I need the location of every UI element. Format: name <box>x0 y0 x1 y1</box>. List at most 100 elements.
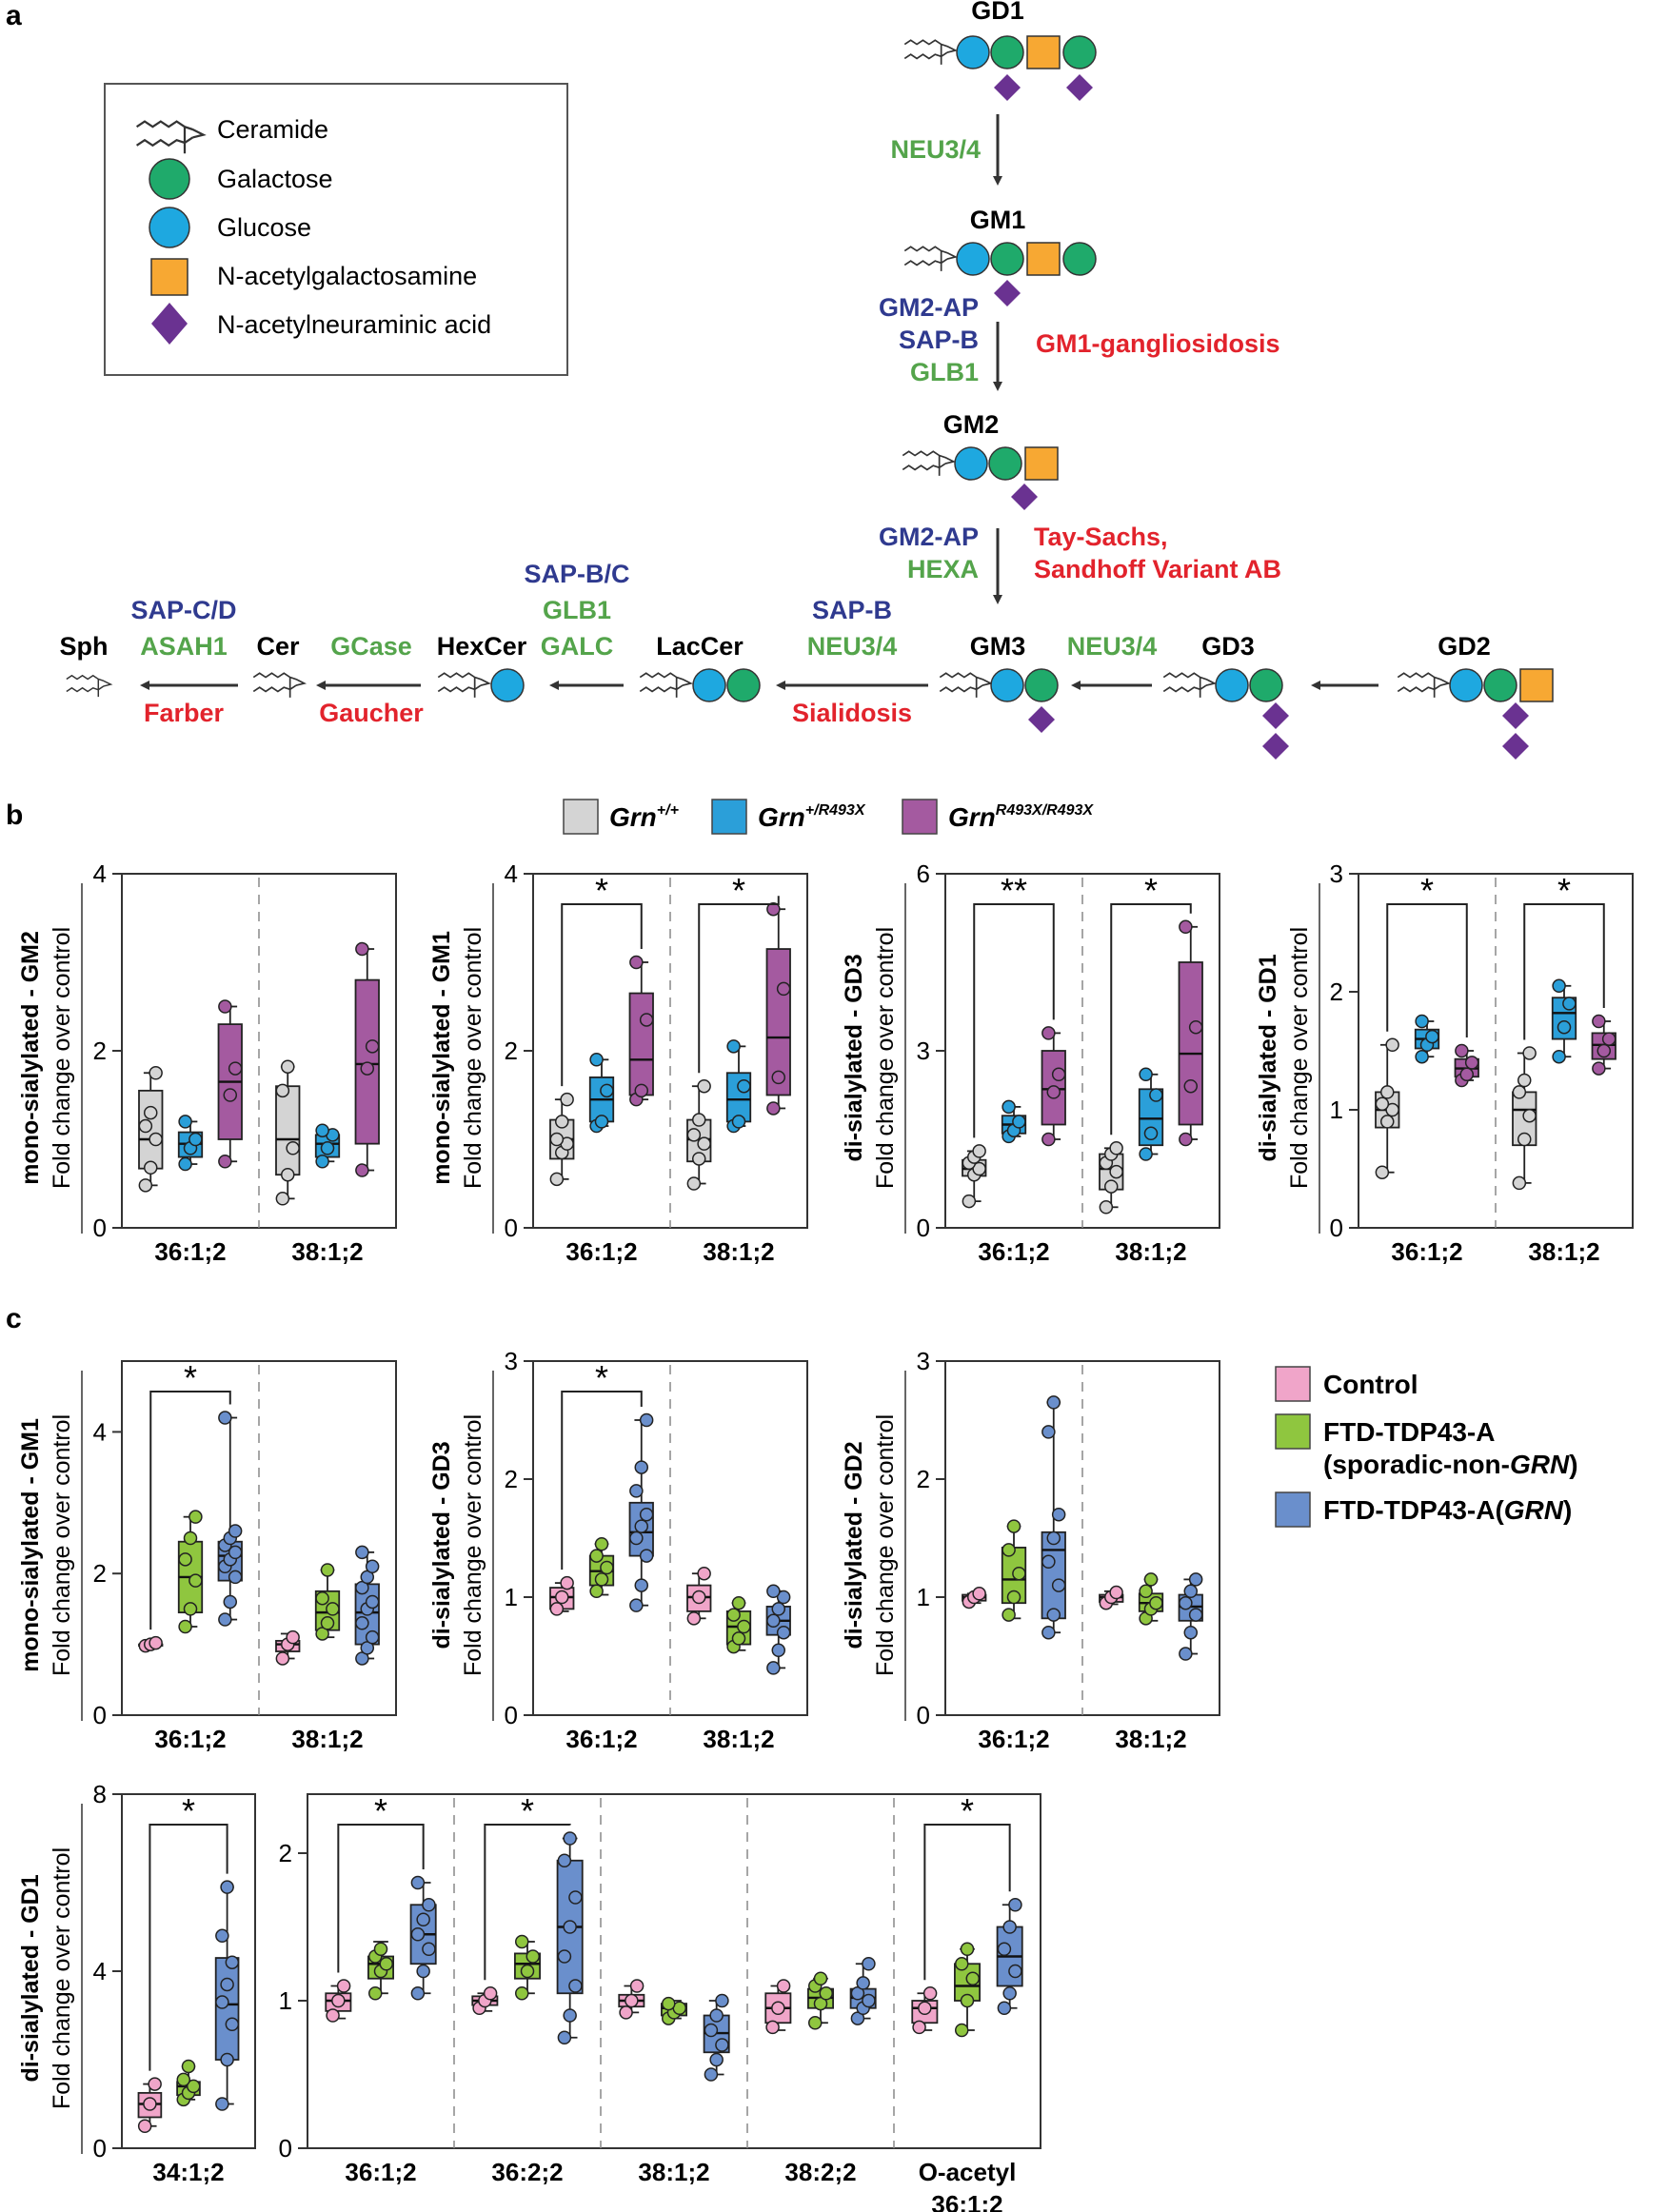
data-point <box>275 1651 290 1666</box>
data-point <box>1183 1584 1199 1599</box>
panel-label-b: b <box>6 800 23 831</box>
data-point <box>639 1507 654 1522</box>
data-point <box>1046 1531 1061 1546</box>
data-point <box>1512 1085 1527 1099</box>
y-tick-label: 4 <box>93 859 107 888</box>
data-point <box>771 2001 785 2015</box>
data-point <box>691 1590 706 1605</box>
y-tick-label: 6 <box>917 859 930 888</box>
data-point <box>629 1979 645 1993</box>
data-point <box>697 1078 711 1094</box>
y-axis-label-secondary: Fold change over control <box>49 927 75 1189</box>
disease-gaucher: Gaucher <box>319 699 424 727</box>
x-tick-label: 38:1;2 <box>291 1725 363 1753</box>
data-point <box>1179 919 1193 935</box>
data-point <box>557 1853 572 1867</box>
data-point <box>704 2023 719 2038</box>
legend-a: Ceramide Galactose Glucose N-acetylgalac… <box>104 83 568 376</box>
data-point <box>218 1411 232 1425</box>
data-point <box>1455 1043 1469 1058</box>
chart-b4: 0 1 2 3 di-sialylated - GD1 Fold change over … <box>1255 859 1634 1266</box>
y-tick-label: 0 <box>1330 1214 1343 1242</box>
data-point <box>188 1132 203 1147</box>
galactose-circle-icon <box>149 158 190 200</box>
data-point <box>629 1531 644 1546</box>
activator-sapb-gm1: SAP-B <box>899 326 979 354</box>
significance-bracket <box>561 1391 643 1570</box>
panel-label-a: a <box>6 0 22 31</box>
disease-tay-sachs: Tay-Sachs, <box>1034 523 1168 551</box>
data-point <box>483 1986 498 2001</box>
data-point <box>422 1942 436 1956</box>
significance-label: * <box>182 1791 195 1830</box>
gd3-label: GD3 <box>1201 632 1255 661</box>
data-point <box>862 1957 876 1971</box>
legend-a-label-neuac: N-acetylneuraminic acid <box>217 310 491 339</box>
significance-label: * <box>1144 871 1158 910</box>
data-point <box>1597 1043 1612 1058</box>
y-axis-label-secondary: Fold change over control <box>1286 927 1313 1189</box>
data-point <box>1099 1200 1114 1215</box>
data-point <box>1379 1085 1395 1099</box>
chart-b2: 0 2 4 mono-sialylated - GM1 Fold change over… <box>428 859 808 1266</box>
data-point <box>709 2052 724 2067</box>
data-point <box>1149 1088 1163 1102</box>
data-point <box>367 1986 383 2001</box>
x-tick-label: 36:1;2 <box>565 1725 637 1753</box>
data-point <box>1592 1014 1606 1029</box>
significance-bracket <box>149 1824 228 2071</box>
legend-c-label-sporadic-1: FTD-TDP43-A <box>1323 1417 1495 1447</box>
y-tick-label: 4 <box>505 859 518 888</box>
disease-sandhoff: Sandhoff Variant AB <box>1034 555 1281 583</box>
data-point <box>563 2008 577 2023</box>
data-point <box>1002 1920 1017 1934</box>
data-point <box>520 1964 535 1979</box>
data-point <box>1006 1590 1021 1605</box>
data-point <box>1041 1425 1056 1439</box>
y-tick-label: 0 <box>93 1214 107 1242</box>
data-point <box>1517 1073 1532 1088</box>
y-axis-label-secondary: Fold change over control <box>460 927 486 1189</box>
y-tick-label: 1 <box>917 1583 930 1611</box>
y-tick-label: 2 <box>505 1037 518 1065</box>
data-point <box>639 1412 654 1428</box>
x-tick-label: 36:1;2 <box>345 2158 416 2186</box>
data-point <box>178 1115 192 1129</box>
data-point <box>639 1013 654 1027</box>
data-point <box>181 2059 196 2074</box>
y-tick-label: 2 <box>505 1465 518 1493</box>
data-point <box>422 1898 436 1912</box>
data-point <box>568 1890 583 1905</box>
data-point <box>1512 1175 1527 1191</box>
y-tick-label: 2 <box>917 1465 930 1493</box>
data-point <box>1008 1898 1022 1912</box>
data-point <box>922 1986 938 2001</box>
data-point <box>1183 1625 1199 1640</box>
y-axis-label: di-sialylated - GD3 <box>428 1441 455 1649</box>
data-point <box>1012 1115 1026 1129</box>
box <box>1041 1531 1066 1620</box>
data-point <box>365 1594 380 1610</box>
data-point <box>771 1070 786 1085</box>
data-point <box>771 1643 786 1658</box>
data-point <box>589 1549 604 1563</box>
significance-bracket <box>484 1824 571 1981</box>
data-point <box>1179 1647 1193 1661</box>
data-point <box>355 941 369 957</box>
data-point <box>549 1602 565 1616</box>
data-point <box>1464 1056 1479 1070</box>
enzyme-neu34-gd1: NEU3/4 <box>890 135 981 164</box>
legend-a-label-ceramide: Ceramide <box>217 115 328 144</box>
glucose-circle-icon <box>149 207 190 248</box>
x-tick-label: 38:1;2 <box>638 2158 709 2186</box>
data-point <box>320 1616 335 1630</box>
data-point <box>1041 1625 1056 1640</box>
data-point <box>1179 1595 1193 1610</box>
data-point <box>1051 1507 1066 1522</box>
data-point <box>148 2077 162 2091</box>
data-point <box>1375 1165 1390 1179</box>
data-point <box>178 1156 192 1172</box>
data-point <box>704 2067 719 2082</box>
data-point <box>819 1986 834 2001</box>
data-point <box>355 1616 369 1630</box>
